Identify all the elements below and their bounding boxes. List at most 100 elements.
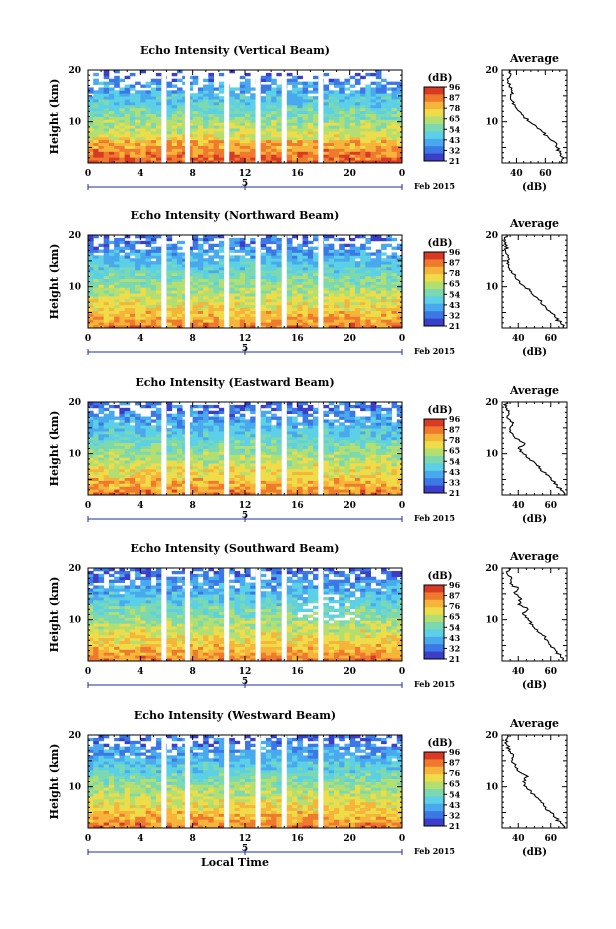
heatmap-cell xyxy=(119,96,126,100)
heatmap-cell xyxy=(218,445,225,449)
heatmap-cell xyxy=(145,252,152,256)
heatmap-cell xyxy=(375,131,382,135)
heatmap-cell xyxy=(124,131,131,135)
heatmap-cell xyxy=(370,269,377,274)
heatmap-cell xyxy=(103,325,110,329)
heatmap-cell xyxy=(114,489,120,493)
heatmap-cell xyxy=(150,269,157,274)
heatmap-cell xyxy=(328,122,335,126)
heatmap-cell xyxy=(297,160,303,164)
heatmap-cell xyxy=(286,78,293,83)
heatmap-cell xyxy=(396,287,403,291)
heatmap-cell xyxy=(297,439,303,444)
heatmap-cell xyxy=(313,287,319,291)
heatmap-cell xyxy=(375,287,382,291)
heatmap-cell xyxy=(135,463,141,467)
x-tick-label: 0 xyxy=(399,169,405,179)
heatmap-cell xyxy=(229,104,235,109)
heatmap-cell xyxy=(307,486,314,490)
heatmap-cell xyxy=(292,110,298,114)
heatmap-cell xyxy=(135,325,141,329)
heatmap-cell xyxy=(286,258,293,262)
heatmap-cell xyxy=(234,457,241,461)
heatmap-cell xyxy=(156,471,162,476)
heatmap-cell xyxy=(135,157,141,161)
heatmap-cell xyxy=(88,99,94,103)
heatmap-cell xyxy=(103,442,110,446)
heatmap-cell xyxy=(344,104,351,109)
heatmap-cell xyxy=(145,84,152,88)
heatmap-cell xyxy=(213,468,220,473)
heatmap-cell xyxy=(260,304,267,309)
heatmap-cell xyxy=(145,99,152,103)
heatmap-cell xyxy=(197,261,204,265)
heatmap-cell xyxy=(396,101,403,106)
colorbar-swatch xyxy=(424,109,444,117)
heatmap-cell xyxy=(171,457,178,461)
heatmap-cell xyxy=(93,160,99,164)
heatmap-cell xyxy=(349,122,356,126)
heatmap-cell xyxy=(176,489,183,493)
heatmap-cell xyxy=(229,133,235,138)
heatmap-cell xyxy=(108,457,115,461)
heatmap-cell xyxy=(313,110,319,114)
heatmap-cell xyxy=(302,145,309,149)
heatmap-cell xyxy=(135,96,141,100)
heatmap-cell xyxy=(365,72,371,77)
heatmap-cell xyxy=(271,483,277,487)
heatmap-cell xyxy=(103,451,110,455)
heatmap-cell xyxy=(171,78,178,83)
heatmap-cell xyxy=(166,243,173,248)
heatmap-cell xyxy=(370,81,377,85)
heatmap-cell xyxy=(381,454,387,458)
heatmap-cell xyxy=(171,252,178,256)
heatmap-cell xyxy=(213,151,220,155)
heatmap-cell xyxy=(297,157,303,161)
heatmap-cell xyxy=(302,240,309,245)
heatmap-cell xyxy=(307,148,314,152)
colorbar-tick-label: 21 xyxy=(449,321,460,331)
heatmap-cell xyxy=(129,465,136,470)
heatmap-cell xyxy=(98,439,105,444)
heatmap-cell xyxy=(360,113,366,117)
heatmap-cell xyxy=(129,113,136,117)
heatmap-cell xyxy=(328,492,335,496)
heatmap-cell xyxy=(171,448,178,452)
heatmap-cell xyxy=(339,255,345,259)
heatmap-cell xyxy=(213,122,220,126)
heatmap-cell xyxy=(396,255,403,259)
heatmap-cell xyxy=(328,93,335,97)
heatmap-cell xyxy=(333,287,340,291)
heatmap-cell xyxy=(307,298,314,303)
heatmap-cell xyxy=(328,290,335,294)
heatmap-cell xyxy=(396,483,403,487)
heatmap-cell xyxy=(360,319,366,323)
heatmap-cell xyxy=(344,304,351,309)
heatmap-cell xyxy=(260,96,267,100)
heatmap-cell xyxy=(365,278,371,282)
heatmap-cell xyxy=(265,304,272,309)
heatmap-cell xyxy=(129,157,136,161)
heatmap-cell xyxy=(354,483,361,487)
heatmap-cell xyxy=(203,293,209,297)
heatmap-cell xyxy=(354,160,361,164)
heatmap-cell xyxy=(271,157,277,161)
heatmap-cell xyxy=(365,463,371,467)
heatmap-cell xyxy=(88,131,94,135)
heatmap-cell xyxy=(135,269,141,274)
heatmap-cell xyxy=(156,281,162,285)
heatmap-cell xyxy=(156,325,162,329)
heatmap-cell xyxy=(349,284,356,288)
heatmap-cell xyxy=(328,307,335,311)
heatmap-cell xyxy=(344,122,351,126)
heatmap-cell xyxy=(229,287,235,291)
heatmap-cell xyxy=(88,157,94,161)
heatmap-cell xyxy=(339,96,345,100)
heatmap-cell xyxy=(286,471,293,476)
heatmap-cell xyxy=(286,157,293,161)
heatmap-cell xyxy=(140,275,146,279)
heatmap-cell xyxy=(286,313,293,317)
heatmap-cell xyxy=(313,460,319,464)
heatmap-cell xyxy=(354,148,361,152)
heatmap-cell xyxy=(93,128,99,132)
